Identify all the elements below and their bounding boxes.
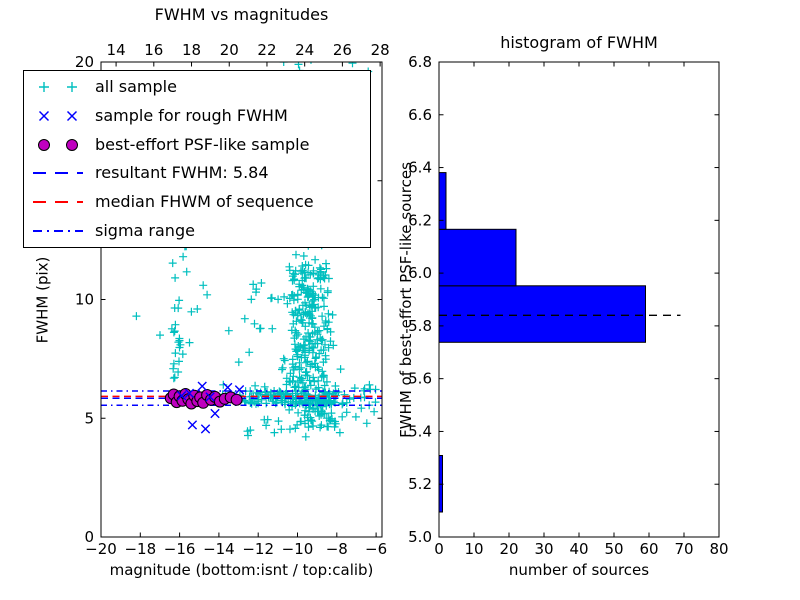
legend-marker-circle-icon <box>38 138 78 151</box>
legend: all sample sample for rough FWHM best-effo… <box>23 70 371 248</box>
svg-text:10: 10 <box>75 291 94 309</box>
svg-text:10: 10 <box>464 540 483 558</box>
svg-text:6.2: 6.2 <box>408 211 432 229</box>
legend-marker-line-icon <box>33 200 83 203</box>
legend-entry-1: sample for rough FWHM <box>24 106 370 126</box>
svg-text:−12: −12 <box>242 540 274 558</box>
svg-text:6.6: 6.6 <box>408 106 432 124</box>
right-plot-title: histogram of FWHM <box>500 33 658 52</box>
svg-text:6.4: 6.4 <box>408 159 432 177</box>
histogram-bar <box>439 228 517 287</box>
legend-label: sample for rough FWHM <box>95 105 288 125</box>
legend-marker-cross-icon <box>38 110 78 122</box>
left-plot-xlabel: magnitude (bottom:isnt / top:calib) <box>109 561 374 579</box>
svg-text:22: 22 <box>257 41 276 59</box>
svg-text:16: 16 <box>144 41 163 59</box>
svg-text:18: 18 <box>182 41 201 59</box>
svg-text:20: 20 <box>499 540 518 558</box>
svg-text:−10: −10 <box>282 540 314 558</box>
rough-sample-points <box>176 381 245 434</box>
svg-text:−18: −18 <box>124 540 156 558</box>
svg-text:6.0: 6.0 <box>408 264 432 282</box>
svg-text:5.4: 5.4 <box>408 422 432 440</box>
svg-text:28: 28 <box>371 41 390 59</box>
svg-text:14: 14 <box>107 41 126 59</box>
svg-text:60: 60 <box>639 540 658 558</box>
svg-text:−8: −8 <box>326 540 348 558</box>
svg-text:26: 26 <box>333 41 352 59</box>
svg-text:30: 30 <box>534 540 553 558</box>
legend-label: resultant FWHM: 5.84 <box>95 163 269 183</box>
legend-entry-5: sigma range <box>24 221 370 241</box>
legend-label: best-effort PSF-like sample <box>95 134 310 154</box>
legend-entry-0: all sample <box>24 77 370 97</box>
legend-marker-line-icon <box>33 229 83 232</box>
left-plot-ylabel-text: FWHM (pix) <box>33 256 51 343</box>
svg-text:−6: −6 <box>365 540 387 558</box>
legend-entry-2: best-effort PSF-like sample <box>24 135 370 155</box>
legend-entry-3: resultant FWHM: 5.84 <box>24 163 370 183</box>
svg-text:50: 50 <box>604 540 623 558</box>
legend-marker-plus-icon <box>39 82 77 93</box>
svg-text:5.8: 5.8 <box>408 317 432 335</box>
svg-text:6.8: 6.8 <box>408 53 432 71</box>
right-plot-ylabel: FWHM of best-effort PSF-like sources <box>394 62 418 537</box>
legend-label: median FHWM of sequence <box>95 191 314 211</box>
svg-text:−14: −14 <box>203 540 235 558</box>
right-plot-xlabel: number of sources <box>508 561 650 579</box>
histogram-plot-area <box>439 172 681 513</box>
svg-text:5.6: 5.6 <box>408 370 432 388</box>
svg-text:−20: −20 <box>85 540 117 558</box>
right-plot-ylabel-text: FWHM of best-effort PSF-like sources <box>397 161 415 438</box>
left-plot-title: FWHM vs magnitudes <box>154 5 329 24</box>
svg-text:5.2: 5.2 <box>408 475 432 493</box>
legend-label: sigma range <box>95 220 195 240</box>
svg-text:5: 5 <box>84 409 94 427</box>
histogram-bar <box>439 172 447 230</box>
svg-text:20: 20 <box>220 41 239 59</box>
svg-text:80: 80 <box>709 540 728 558</box>
svg-text:0: 0 <box>434 540 444 558</box>
histogram-bar <box>439 285 646 343</box>
tick-labels: −20 −18 −16 −14 −12 −10 −8 −614 16 18 20 22 24 26 2805… <box>75 41 729 558</box>
legend-label: all sample <box>95 77 177 97</box>
svg-text:20: 20 <box>75 53 94 71</box>
legend-marker-line-icon <box>33 172 83 175</box>
scatter-plot-area <box>101 62 382 441</box>
svg-text:0: 0 <box>84 528 94 546</box>
svg-text:−16: −16 <box>164 540 196 558</box>
svg-text:70: 70 <box>674 540 693 558</box>
svg-text:40: 40 <box>569 540 588 558</box>
svg-text:24: 24 <box>295 41 314 59</box>
svg-text:5.0: 5.0 <box>408 528 432 546</box>
legend-entry-4: median FHWM of sequence <box>24 192 370 212</box>
